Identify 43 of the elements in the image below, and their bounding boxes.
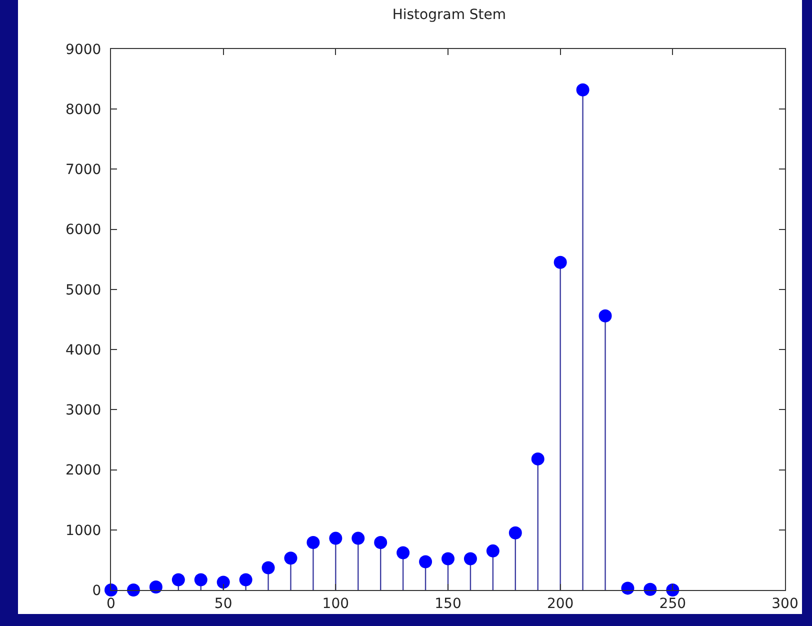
point <box>262 561 275 574</box>
point <box>352 532 365 545</box>
point <box>554 256 567 269</box>
x-tick-label: 0 <box>106 596 116 612</box>
y-tick-label: 1000 <box>66 522 102 539</box>
point <box>306 536 320 550</box>
point <box>486 544 500 558</box>
x-tick-label: 100 <box>322 596 350 612</box>
point <box>419 555 432 568</box>
point <box>239 573 252 586</box>
point <box>531 452 544 466</box>
point <box>396 546 410 560</box>
point <box>172 573 185 586</box>
point <box>598 309 612 322</box>
point <box>284 552 298 565</box>
y-tick-label: 7000 <box>66 162 102 178</box>
point <box>104 584 118 596</box>
point <box>126 584 140 596</box>
y-tick-label: 4000 <box>66 342 102 358</box>
point <box>621 582 634 595</box>
point <box>508 526 522 540</box>
y-tick-label: 0 <box>92 582 102 599</box>
point <box>442 552 454 566</box>
y-tick-label: 8000 <box>66 102 102 118</box>
y-tick-label: 5000 <box>66 282 102 298</box>
chart-title: Histogram Stem <box>392 7 506 24</box>
y-tick-label: 3000 <box>66 402 102 419</box>
point <box>216 576 230 589</box>
x-tick-label: 250 <box>659 596 686 612</box>
point <box>576 83 590 96</box>
point <box>464 552 477 566</box>
point <box>329 532 342 545</box>
point <box>194 573 208 586</box>
y-tick-label: 9000 <box>66 42 102 58</box>
x-tick-label: 50 <box>214 596 232 612</box>
x-tick-label: 300 <box>772 596 798 612</box>
y-tick-label: 2000 <box>66 462 102 479</box>
x-tick-label: 150 <box>434 596 462 612</box>
y-tick-label: 6000 <box>66 222 102 238</box>
x-tick-label: 200 <box>546 596 574 612</box>
point <box>644 582 657 596</box>
point <box>149 580 162 594</box>
point <box>374 536 388 550</box>
